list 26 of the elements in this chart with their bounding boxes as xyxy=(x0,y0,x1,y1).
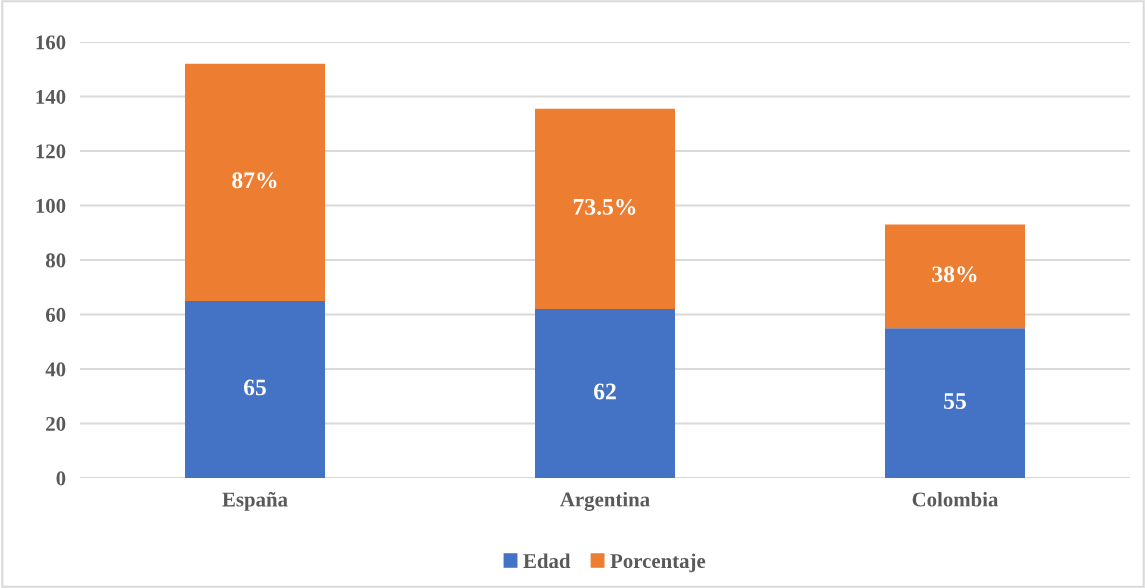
bar xyxy=(535,108,675,310)
legend-label: Porcentaje xyxy=(610,553,706,573)
y-tick-label: 20 xyxy=(46,416,66,431)
y-tick-label: 160 xyxy=(36,35,66,50)
x-tick-label: España xyxy=(222,491,288,511)
x-tick-label: Argentina xyxy=(560,491,650,511)
data-label: 62 xyxy=(594,383,616,400)
legend-label: Edad xyxy=(523,553,571,569)
bar xyxy=(535,309,675,478)
bar xyxy=(185,63,325,301)
y-tick-label: 60 xyxy=(45,307,66,322)
y-tick-label: 40 xyxy=(45,362,66,377)
data-label: 55 xyxy=(944,393,966,409)
y-tick-label: 140 xyxy=(36,89,66,104)
data-label: 38% xyxy=(932,266,977,283)
y-tick-label: 120 xyxy=(36,144,66,159)
y-tick-label: 100 xyxy=(36,198,66,213)
bar xyxy=(885,328,1025,478)
y-tick-label: 0 xyxy=(56,471,66,486)
x-tick-label: Colombia xyxy=(912,491,999,507)
bar xyxy=(885,224,1025,329)
y-tick-label: 80 xyxy=(45,253,66,268)
data-label: 65 xyxy=(244,379,266,396)
data-label: 87% xyxy=(232,172,277,189)
data-label: 73.5% xyxy=(573,198,636,215)
bar xyxy=(185,300,325,478)
